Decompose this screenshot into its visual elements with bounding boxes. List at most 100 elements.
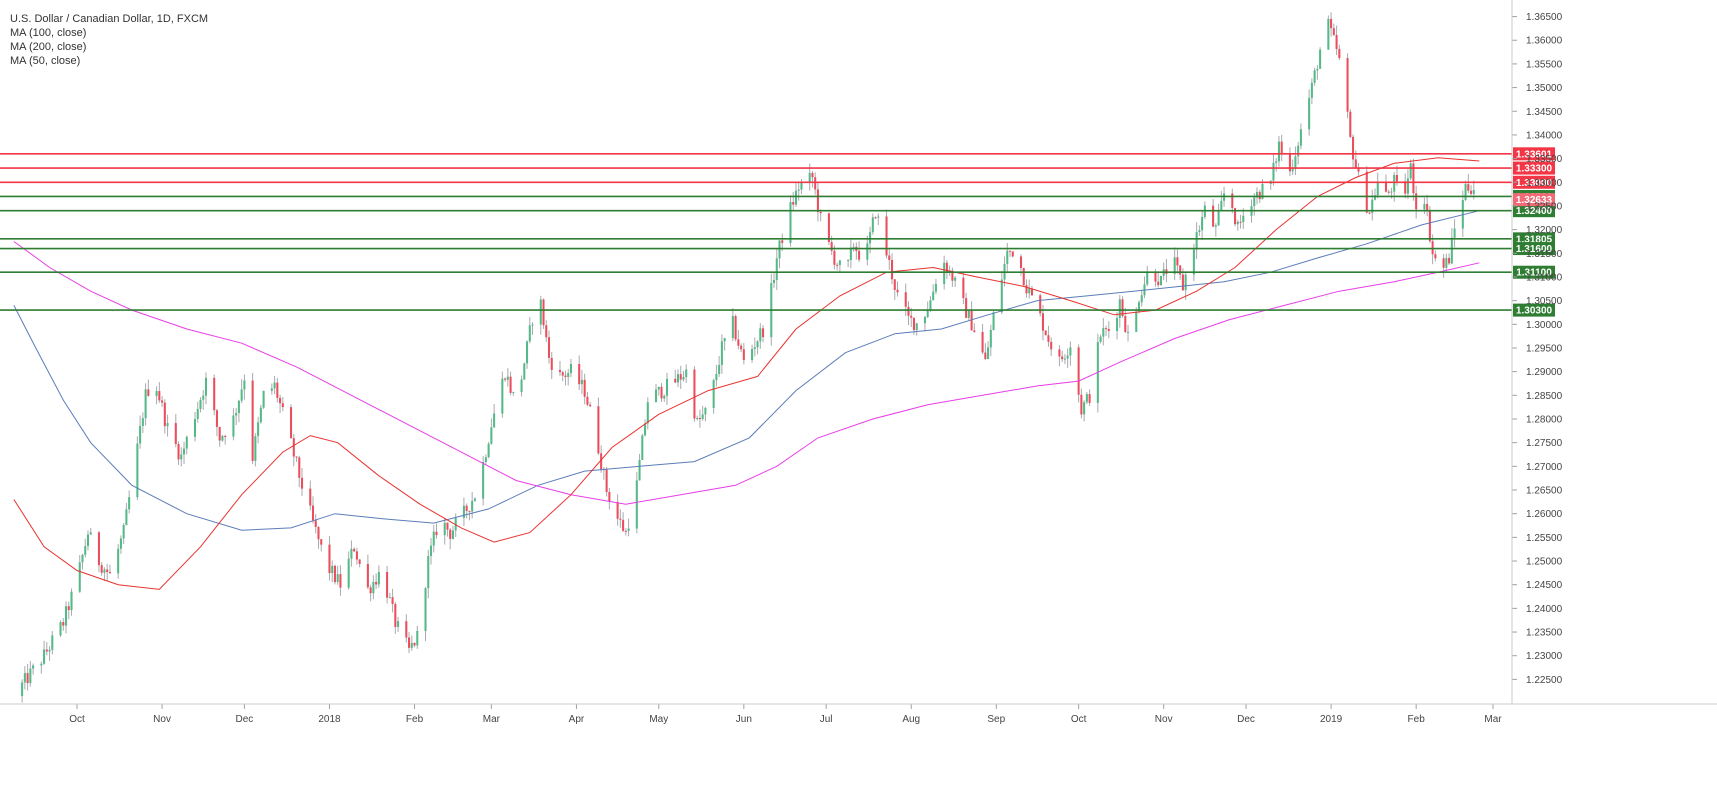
y-tick-label: 1.24000 (1526, 604, 1563, 615)
candle-down (981, 332, 984, 353)
candle-down (608, 492, 611, 502)
level-label: 1.32400 (1516, 206, 1553, 217)
candle-up (1373, 195, 1377, 200)
candle-down (904, 292, 907, 307)
candle-down (317, 526, 320, 540)
candle-up (84, 546, 87, 555)
candle-up (926, 310, 929, 317)
candle-down (224, 435, 227, 437)
candle-up (64, 606, 68, 626)
x-tick-label: Feb (1408, 714, 1426, 725)
candle-up (682, 377, 685, 380)
candle-up (1085, 394, 1088, 403)
candle-up (471, 500, 474, 512)
candle-down (1368, 212, 1371, 214)
candle-up (1184, 274, 1187, 291)
candle-up (512, 391, 515, 393)
candle-down (583, 379, 586, 397)
candle-up (23, 673, 26, 683)
candle-down (622, 519, 625, 531)
candle-down (369, 587, 372, 594)
candle-down (1412, 163, 1415, 194)
candle-up (1450, 237, 1453, 264)
candle-up (490, 427, 493, 444)
x-tick-label: Jun (736, 714, 752, 725)
candle-up (1294, 156, 1297, 170)
candle-up (526, 341, 529, 364)
candle-up (237, 400, 240, 414)
candle-up (641, 435, 644, 460)
candle-up (1310, 82, 1313, 98)
candle-down (1231, 193, 1234, 209)
candle-up (29, 668, 32, 684)
candle-up (40, 663, 43, 666)
candle-up (849, 247, 852, 261)
candle-down (1431, 241, 1434, 255)
candle-up (1291, 169, 1294, 172)
candle-up (193, 419, 197, 437)
candle-down (161, 400, 164, 403)
candle-down (504, 378, 507, 380)
x-tick-label: Nov (153, 714, 171, 725)
candle-down (1058, 349, 1061, 357)
candle-down (734, 316, 737, 340)
level-badge (1513, 161, 1555, 175)
candle-down (910, 315, 913, 318)
axes-layer: 1.36500 1.36000 1.35500 1.35000 1.34500 1.340… (0, 0, 1717, 725)
candle-down (833, 250, 836, 265)
candle-down (742, 349, 745, 361)
y-tick-label: 1.27000 (1526, 462, 1563, 473)
candle-up (1277, 141, 1280, 162)
candle-up (1137, 302, 1141, 312)
candle-up (701, 414, 704, 420)
candle-down (174, 423, 177, 444)
candle-up (139, 425, 142, 444)
candle-down (1470, 190, 1473, 194)
level-label: 1.33000 (1516, 178, 1553, 189)
candle-down (358, 559, 361, 564)
candle-up (775, 258, 778, 281)
candle-down (970, 310, 973, 331)
candle-up (1028, 288, 1031, 294)
y-tick-label: 1.31000 (1526, 272, 1563, 283)
candle-down (836, 264, 839, 266)
candle-up (954, 277, 957, 281)
candle-down (896, 289, 899, 293)
candle-up (943, 262, 946, 284)
candle-up (1198, 230, 1201, 233)
candle-down (830, 242, 833, 251)
y-tick-label: 1.28500 (1526, 391, 1563, 402)
candle-up (43, 649, 46, 664)
candle-up (424, 588, 427, 631)
x-tick-label: Oct (69, 714, 85, 725)
candle-down (1121, 299, 1124, 317)
candle-up (1118, 299, 1121, 319)
candle-down (100, 565, 103, 573)
candle-down (435, 531, 438, 536)
level-label: 1.33300 (1516, 164, 1553, 175)
candle-up (1069, 347, 1072, 356)
x-tick-label: Apr (569, 714, 585, 725)
candle-up (1006, 250, 1009, 265)
candle-down (945, 262, 948, 273)
candle-down (26, 673, 29, 684)
candle-up (989, 329, 992, 348)
candle-down (874, 217, 877, 219)
y-tick-label: 1.25000 (1526, 557, 1563, 568)
candle-down (394, 604, 397, 627)
candle-up (523, 363, 526, 380)
candle-down (1157, 281, 1160, 286)
candle-up (1220, 200, 1223, 211)
candle-down (1025, 285, 1028, 294)
candle-up (103, 569, 106, 573)
candle-down (1019, 256, 1023, 268)
y-tick-label: 1.34000 (1526, 130, 1563, 141)
candle-up (646, 402, 649, 424)
candle-up (654, 389, 658, 403)
candle-down (693, 369, 696, 419)
candle-up (520, 379, 523, 392)
candle-down (893, 279, 896, 290)
candle-down (300, 477, 304, 489)
y-tick-label: 1.35000 (1526, 83, 1563, 94)
